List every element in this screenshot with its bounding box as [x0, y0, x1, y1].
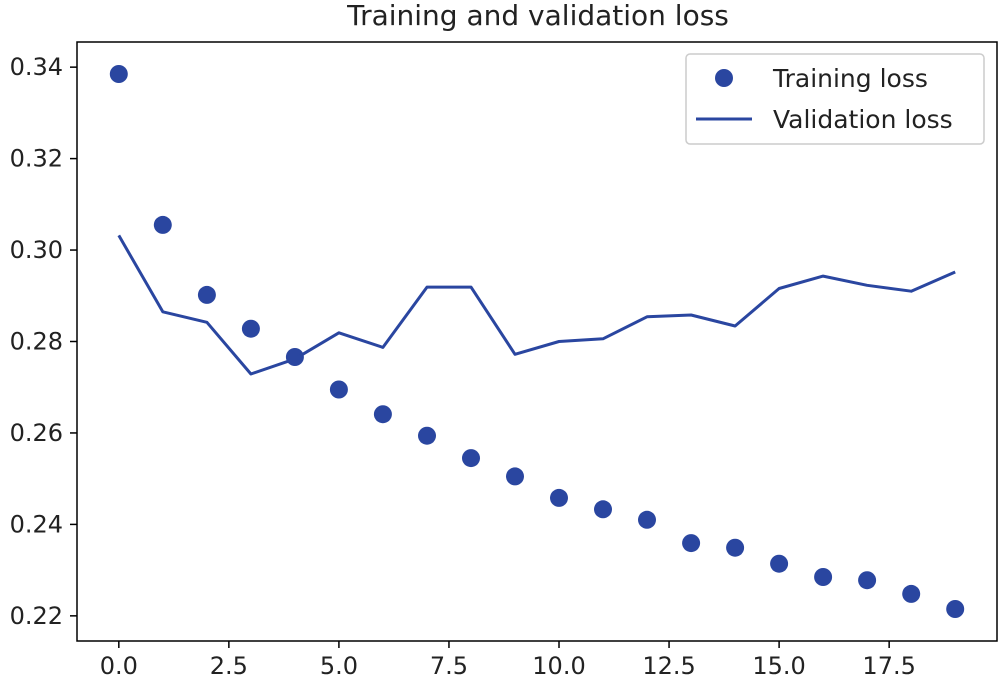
training-loss-point: [770, 554, 789, 573]
legend: Training loss Validation loss: [685, 53, 985, 145]
x-tick-label: 17.5: [862, 652, 915, 680]
y-tick-label: 0.28: [10, 328, 63, 356]
x-tick-label: 12.5: [642, 652, 695, 680]
y-tick-label: 0.30: [10, 236, 63, 264]
x-tick-label: 2.5: [210, 652, 248, 680]
training-loss-point: [109, 65, 128, 83]
legend-marker-swatch: [715, 69, 733, 87]
training-loss-point: [946, 600, 965, 618]
training-loss-point: [329, 380, 348, 399]
x-tick-label: 5.0: [320, 652, 358, 680]
y-tick-label: 0.34: [10, 53, 63, 81]
training-loss-point: [638, 510, 656, 529]
x-tick-label: 15.0: [752, 652, 805, 680]
training-loss-point: [285, 348, 304, 366]
chart-title: Training and validation loss: [346, 0, 729, 32]
legend-label: Training loss: [772, 64, 928, 93]
y-tick-label: 0.24: [10, 510, 63, 538]
plot-area: [109, 65, 965, 618]
legend-label: Validation loss: [773, 105, 953, 134]
legend-box: [685, 53, 985, 145]
training-loss-point: [506, 467, 524, 486]
x-tick-label: 0.0: [100, 652, 138, 680]
training-loss-point: [902, 584, 921, 603]
training-loss-point: [373, 405, 392, 424]
y-tick-label: 0.26: [10, 419, 63, 447]
training-loss-point: [462, 449, 480, 468]
y-tick-label: 0.32: [10, 145, 63, 173]
training-loss-point: [241, 319, 260, 338]
training-loss-point: [682, 534, 701, 553]
x-tick-label: 7.5: [430, 652, 468, 680]
y-tick-label: 0.22: [10, 602, 63, 630]
training-loss-point: [594, 500, 612, 519]
training-loss-point: [418, 426, 436, 445]
training-loss-point: [550, 488, 568, 507]
training-loss-point: [726, 538, 745, 557]
training-loss-point: [858, 571, 877, 590]
training-loss-point: [814, 568, 833, 586]
axes: 0.0 2.5 5.0 7.5 10.0 12.5 15.0 17.5 0.22 0.24 0.26…: [10, 41, 998, 680]
training-loss-point: [153, 215, 172, 234]
training-loss-point: [197, 285, 216, 304]
x-tick-label: 10.0: [532, 652, 585, 680]
validation-loss-line: [117, 234, 956, 376]
